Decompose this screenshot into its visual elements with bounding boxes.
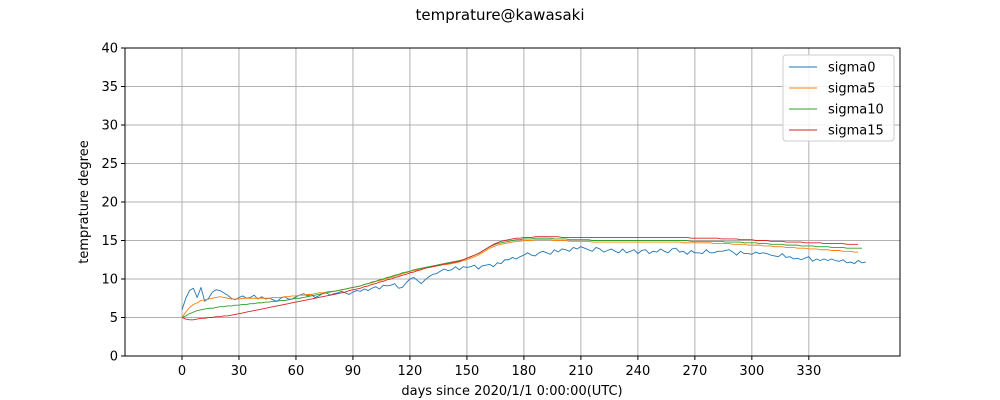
x-tick-label: 180 [511,364,536,379]
y-tick-label: 10 [101,273,118,288]
series-lines [181,236,866,321]
x-tick-label: 150 [454,364,479,379]
x-tick-label: 300 [739,364,764,379]
series-line-sigma5 [181,239,859,318]
chart-title: temprature@kawasaki [416,6,585,24]
legend-frame [782,54,895,142]
y-tick-label: 30 [101,119,118,134]
x-axis-ticks: 0 30 60 90 120 150 180 210 240 270 300 330 [178,356,821,379]
y-tick-label: 0 [110,350,118,365]
series-line-sigma15 [181,236,859,321]
y-axis-title: temprature degree [77,140,92,263]
y-tick-label: 40 [101,42,118,57]
x-tick-label: 210 [568,364,593,379]
legend-label-sigma10: sigma10 [828,103,884,118]
x-tick-label: 120 [398,364,423,379]
x-tick-label: 330 [796,364,821,379]
y-tick-label: 35 [101,80,118,95]
y-tick-label: 5 [110,311,118,326]
legend-label-sigma0: sigma0 [828,61,876,76]
y-tick-label: 20 [101,196,118,211]
y-tick-label: 25 [101,157,118,172]
x-tick-label: 240 [625,364,650,379]
x-axis-title: days since 2020/1/1 0:00:00(UTC) [401,384,622,399]
series-line-sigma10 [181,237,863,318]
legend-items: sigma0 sigma5 sigma10 sigma15 [789,61,884,139]
y-axis-ticks: 0 5 10 15 20 25 30 35 40 [101,42,125,365]
x-tick-label: 270 [682,364,707,379]
x-tick-label: 60 [288,364,305,379]
legend: sigma0 sigma5 sigma10 sigma15 [782,54,895,142]
y-tick-label: 15 [101,234,118,249]
x-tick-label: 0 [178,364,186,379]
series-line-sigma0 [181,246,866,310]
legend-label-sigma5: sigma5 [828,82,876,97]
x-tick-label: 90 [345,364,362,379]
x-tick-label: 30 [231,364,248,379]
legend-label-sigma15: sigma15 [828,124,884,139]
